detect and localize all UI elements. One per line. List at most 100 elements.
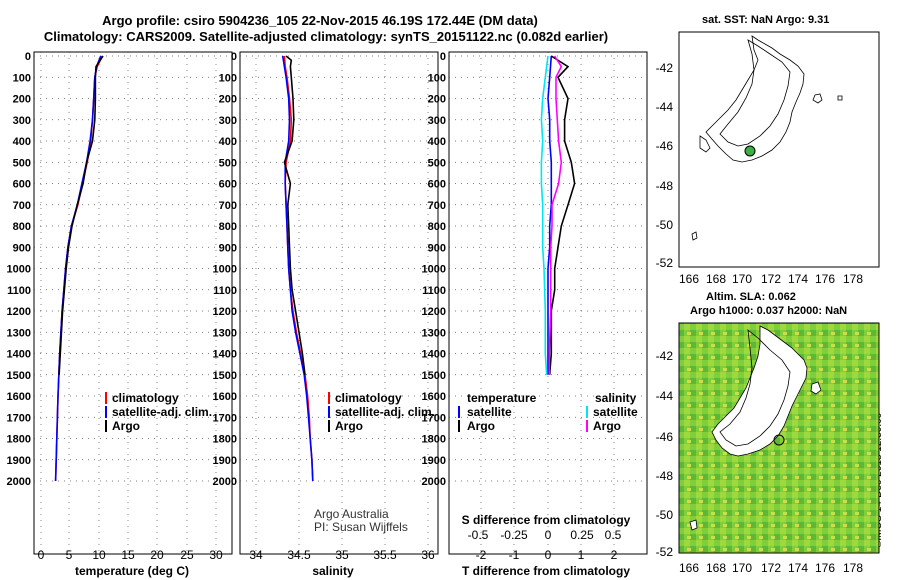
map-top-lon-168: 168 [706, 272, 726, 286]
pressure-tick-1-1800: 1800 [213, 434, 237, 446]
pressure-tick-1-1400: 1400 [213, 349, 237, 361]
credit-argo-australia: Argo Australia [314, 507, 389, 521]
temp-tick-30: 30 [209, 548, 223, 562]
pressure-tick-0-1900: 1900 [7, 455, 31, 467]
temp-legend-climatology: climatology [112, 391, 179, 405]
map-top-title: sat. SST: NaN Argo: 9.31 [702, 14, 830, 26]
map-top-lon-172: 172 [761, 272, 781, 286]
pressure-tick-1-1100: 1100 [213, 285, 237, 297]
diff-series-temperature-satellite [547, 55, 553, 375]
diff-series-temperature-argo [548, 55, 576, 375]
pressure-tick-2-700: 700 [428, 200, 446, 212]
pressure-tick-2-300: 300 [428, 115, 446, 127]
sal-tick-35: 35 [335, 548, 349, 562]
temp-legend-argo: Argo [112, 419, 140, 433]
pressure-tick-2-1300: 1300 [422, 327, 446, 339]
map-top-lon-174: 174 [788, 272, 808, 286]
diff-s-tick-0: 0 [545, 528, 552, 542]
pressure-tick-1-300: 300 [219, 115, 237, 127]
map-bottom-title1: Altim. SLA: 0.062 [706, 291, 796, 303]
diff-s-tick-025: 0.25 [570, 528, 594, 542]
map-top-lat-46: -46 [656, 139, 674, 153]
map-bottom-lat-46: -46 [656, 430, 674, 444]
pressure-tick-0-300: 300 [13, 115, 31, 127]
diff-s-tick-05: 0.5 [605, 528, 622, 542]
pressure-tick-0-2000: 2000 [7, 476, 31, 488]
diff-legend-sal-argo: Argo [593, 419, 621, 433]
argo-position-marker-bottom [773, 434, 785, 446]
pressure-tick-1-1200: 1200 [213, 306, 237, 318]
pressure-tick-1-1000: 1000 [213, 264, 237, 276]
pressure-tick-2-1500: 1500 [422, 370, 446, 382]
pressure-tick-0-1200: 1200 [7, 306, 31, 318]
pressure-tick-0-400: 400 [13, 136, 31, 148]
diff-series-salinity-satellite [540, 55, 549, 375]
map-bottom-lon-178: 178 [843, 561, 863, 575]
salinity-xlabel: salinity [312, 564, 354, 578]
map-top-lon-170: 170 [732, 272, 752, 286]
pressure-tick-0-1400: 1400 [7, 349, 31, 361]
map-top-lat-42: -42 [656, 61, 674, 75]
diff-s-tick-m025: -0.25 [500, 528, 528, 542]
pressure-tick-2-1000: 1000 [422, 264, 446, 276]
temp-tick-0: 0 [38, 548, 45, 562]
map-bottom-lat-42: -42 [656, 349, 674, 363]
temp-tick-20: 20 [150, 548, 164, 562]
pressure-tick-0-800: 800 [13, 221, 31, 233]
pressure-tick-0-1500: 1500 [7, 370, 31, 382]
pressure-tick-2-600: 600 [428, 179, 446, 191]
pressure-tick-1-1700: 1700 [213, 412, 237, 424]
s-difference-label: S difference from climatology [462, 513, 631, 527]
pressure-tick-0-600: 600 [13, 179, 31, 191]
pressure-tick-1-700: 700 [219, 200, 237, 212]
map-bottom-coastline [689, 325, 822, 531]
pressure-tick-2-100: 100 [428, 72, 446, 84]
sal-series-satellite-adj-clim- [281, 55, 314, 482]
pressure-tick-0-200: 200 [13, 94, 31, 106]
sal-tick-34: 34 [249, 548, 263, 562]
temp-tick-15: 15 [121, 548, 135, 562]
diff-t-tick-0: 0 [545, 548, 552, 562]
map-top-frame [678, 31, 880, 268]
pressure-tick-2-500: 500 [428, 157, 446, 169]
pressure-tick-1-400: 400 [219, 136, 237, 148]
diff-t-tick-m1: -1 [509, 548, 520, 562]
map-top-lon-178: 178 [843, 272, 863, 286]
sal-legend-argo: Argo [335, 419, 363, 433]
map-top-lat-52: -52 [656, 256, 674, 270]
pressure-tick-2-400: 400 [428, 136, 446, 148]
map-bottom-lon-170: 170 [732, 561, 752, 575]
diff-t-tick-m2: -2 [476, 548, 487, 562]
diff-s-tick-m05: -0.5 [468, 528, 489, 542]
temp-tick-10: 10 [92, 548, 106, 562]
map-top-lat-48: -48 [656, 179, 674, 193]
pressure-tick-1-600: 600 [219, 179, 237, 191]
sal-tick-35-5: 35.5 [373, 548, 397, 562]
temp-series-satellite-adj-clim- [54, 55, 102, 482]
pressure-tick-2-1600: 1600 [422, 391, 446, 403]
pressure-tick-0-0: 0 [25, 51, 31, 63]
pressure-tick-1-800: 800 [219, 221, 237, 233]
map-bottom-title2: Argo h1000: 0.037 h2000: NaN [690, 305, 848, 317]
pressure-tick-2-1400: 1400 [422, 349, 446, 361]
salinity-panel-frame [239, 51, 439, 555]
map-bottom-lon-172: 172 [761, 561, 781, 575]
pressure-tick-2-1800: 1800 [422, 434, 446, 446]
chart-title-line2: Climatology: CARS2009. Satellite-adjuste… [43, 29, 609, 44]
map-bottom-lon-176: 176 [815, 561, 835, 575]
pressure-tick-0-1600: 1600 [7, 391, 31, 403]
map-bottom-lon-166: 166 [679, 561, 699, 575]
pressure-tick-2-0: 0 [440, 51, 446, 63]
pressure-tick-2-800: 800 [428, 221, 446, 233]
sal-tick-36: 36 [421, 548, 435, 562]
pressure-tick-1-2000: 2000 [213, 476, 237, 488]
diff-t-tick-1: 1 [578, 548, 585, 562]
sal-legend-satellite: satellite-adj. clim. [335, 405, 435, 419]
credit-pi: PI: Susan Wijffels [314, 520, 408, 534]
map-top-coastline [691, 35, 843, 241]
argo-position-marker-top [744, 145, 756, 157]
difference-xlabel: T difference from climatology [462, 564, 630, 578]
pressure-tick-0-500: 500 [13, 157, 31, 169]
temp-tick-25: 25 [180, 548, 194, 562]
diff-legend-temp-header: temperature [467, 391, 537, 405]
